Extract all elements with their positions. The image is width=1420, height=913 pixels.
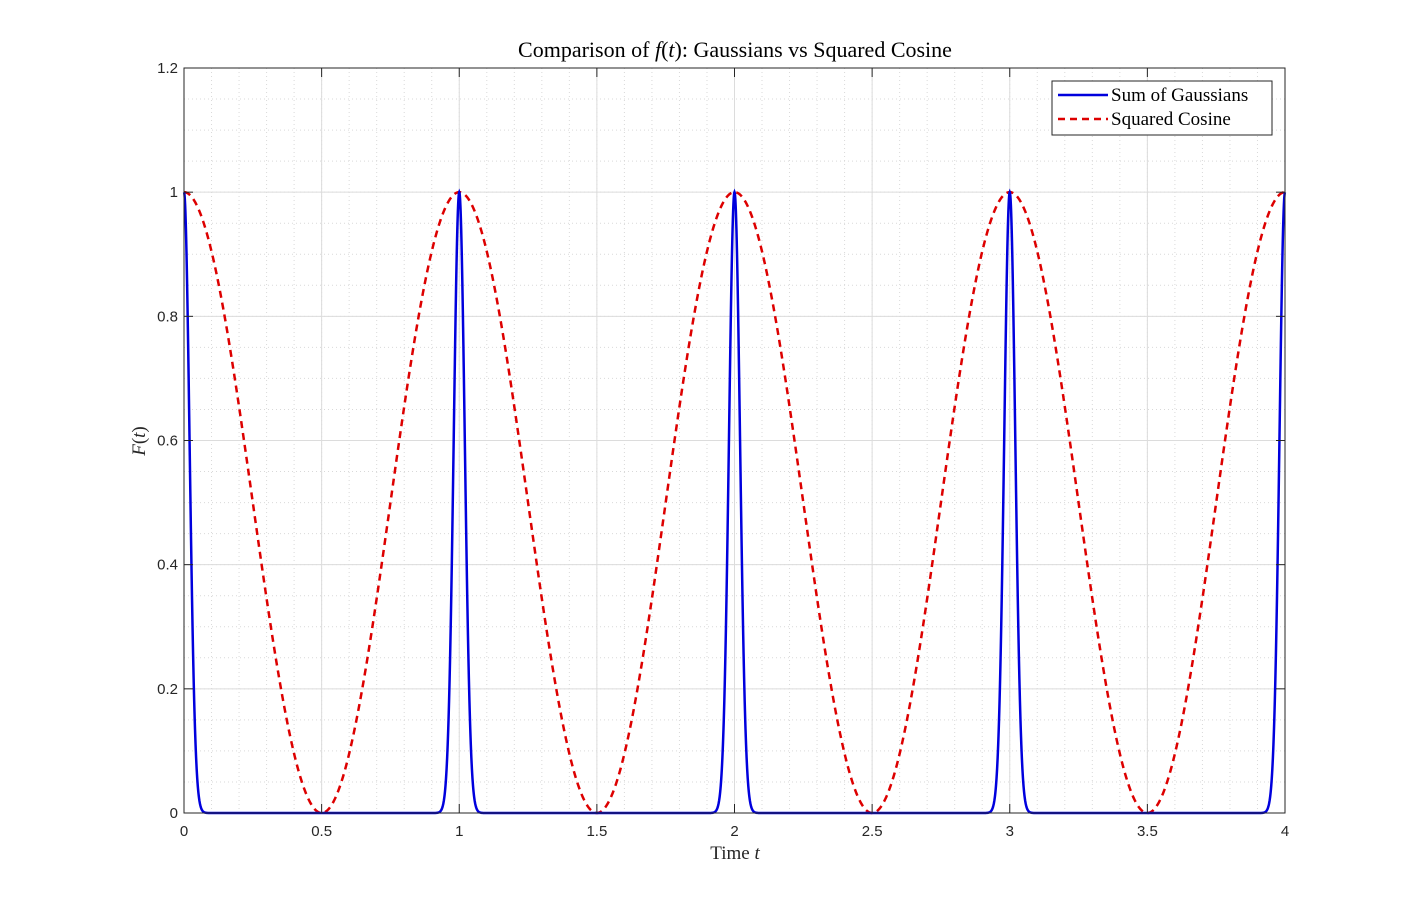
x-tick-label: 4 (1281, 823, 1289, 840)
x-tick-label: 2.5 (862, 823, 883, 840)
legend-box (1051, 80, 1273, 136)
x-tick-labels: 0 0.5 1 1.5 2 2.5 3 3.5 4 (180, 823, 1289, 840)
chart-title: Comparison of f(t): Gaussians vs Squared… (518, 37, 952, 62)
x-axis-label: Time t (710, 843, 760, 864)
x-tick-label: 3 (1006, 823, 1014, 840)
legend: Sum of Gaussians Squared Cosine (1051, 80, 1273, 136)
y-tick-label: 0.8 (157, 308, 178, 325)
y-tick-label: 1 (170, 184, 178, 201)
y-tick-label: 0.6 (157, 433, 178, 450)
legend-label-squared-cosine: Squared Cosine (1111, 109, 1231, 130)
y-tick-label: 0 (170, 805, 178, 822)
y-axis-label: F(t) (129, 426, 150, 457)
y-tick-label: 0.2 (157, 681, 178, 698)
x-tick-label: 0.5 (311, 823, 332, 840)
legend-label-sum-of-gaussians: Sum of Gaussians (1111, 85, 1248, 106)
x-tick-label: 2 (730, 823, 738, 840)
series-squared-cosine-line (183, 190, 1286, 815)
y-tick-labels: 0 0.2 0.4 0.6 0.8 1 1.2 (157, 60, 178, 822)
x-tick-label: 0 (180, 823, 188, 840)
y-tick-label: 0.4 (157, 557, 178, 574)
y-tick-label: 1.2 (157, 60, 178, 77)
x-tick-label: 3.5 (1137, 823, 1158, 840)
x-tick-label: 1.5 (586, 823, 607, 840)
tick-marks (183, 67, 1286, 814)
x-tick-label: 1 (455, 823, 463, 840)
